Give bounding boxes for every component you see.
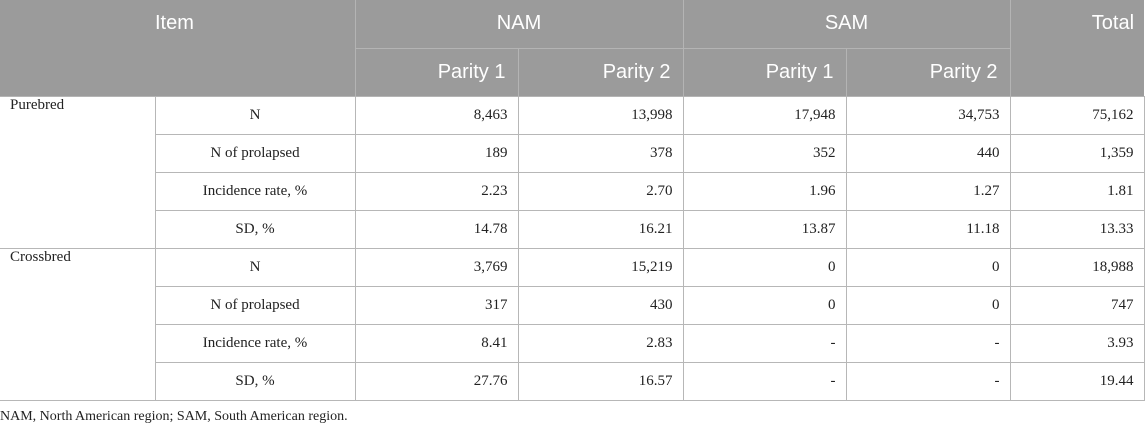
header-nam-parity-1: Parity 1	[354, 48, 518, 97]
group-label-purebred: Purebred	[0, 95, 156, 249]
group-label-crossbred: Crossbred	[0, 247, 156, 401]
header-sam-parity-2: Parity 2	[845, 48, 1011, 97]
cell-sam-parity-1: 17,948	[682, 95, 847, 135]
cell-nam-parity-2: 2.70	[517, 171, 684, 211]
cell-total: 18,988	[1009, 247, 1145, 287]
header-item: Item	[0, 0, 355, 97]
header-sam: SAM	[682, 0, 1011, 49]
cell-total: 1,359	[1009, 133, 1145, 173]
cell-nam-parity-2: 430	[517, 285, 684, 325]
table-row: Crossbred N 3,769 15,219 0 0 18,988	[0, 247, 1145, 401]
cell-nam-parity-1: 317	[354, 285, 519, 325]
cell-nam-parity-1: 189	[354, 133, 519, 173]
cell-sam-parity-2: 0	[845, 247, 1011, 287]
table-row: SD, % 27.76 16.57 - - 19.44	[0, 361, 1145, 401]
cell-sam-parity-2: 1.27	[845, 171, 1011, 211]
cell-total: 1.81	[1009, 171, 1145, 211]
cell-nam-parity-1: 27.76	[354, 361, 519, 401]
cell-nam-parity-2: 378	[517, 133, 684, 173]
cell-sam-parity-1: 0	[682, 247, 847, 287]
cell-sam-parity-1: -	[682, 323, 847, 363]
row-label: SD, %	[154, 209, 356, 249]
prolapse-incidence-table: Item NAM SAM Total Parity 1 Parity 2 Par…	[0, 0, 1145, 401]
cell-nam-parity-2: 16.57	[517, 361, 684, 401]
table-row: Incidence rate, % 2.23 2.70 1.96 1.27 1.…	[0, 171, 1145, 211]
cell-nam-parity-1: 14.78	[354, 209, 519, 249]
table-row: N of prolapsed 317 430 0 0 747	[0, 285, 1145, 325]
table-footnote: NAM, North American region; SAM, South A…	[0, 409, 348, 424]
row-label: N	[154, 95, 356, 135]
row-label: N of prolapsed	[154, 133, 356, 173]
table-row: Purebred N 8,463 13,998 17,948 34,753 75…	[0, 95, 1145, 249]
row-label: N of prolapsed	[154, 285, 356, 325]
cell-nam-parity-2: 13,998	[517, 95, 684, 135]
cell-sam-parity-2: -	[845, 361, 1011, 401]
cell-sam-parity-1: 0	[682, 285, 847, 325]
row-label: Incidence rate, %	[154, 323, 356, 363]
cell-nam-parity-1: 2.23	[354, 171, 519, 211]
cell-sam-parity-2: -	[845, 323, 1011, 363]
table-row: N of prolapsed 189 378 352 440 1,359	[0, 133, 1145, 173]
table-row: SD, % 14.78 16.21 13.87 11.18 13.33	[0, 209, 1145, 249]
cell-sam-parity-2: 440	[845, 133, 1011, 173]
cell-sam-parity-2: 0	[845, 285, 1011, 325]
cell-nam-parity-1: 8,463	[354, 95, 519, 135]
cell-sam-parity-2: 11.18	[845, 209, 1011, 249]
cell-total: 747	[1009, 285, 1145, 325]
row-label: SD, %	[154, 361, 356, 401]
cell-nam-parity-2: 2.83	[517, 323, 684, 363]
cell-nam-parity-2: 16.21	[517, 209, 684, 249]
cell-sam-parity-1: 1.96	[682, 171, 847, 211]
header-sam-parity-1: Parity 1	[682, 48, 847, 97]
header-nam: NAM	[354, 0, 684, 49]
cell-total: 19.44	[1009, 361, 1145, 401]
header-total: Total	[1009, 0, 1145, 97]
header-nam-parity-2: Parity 2	[517, 48, 684, 97]
row-label: N	[154, 247, 356, 287]
cell-sam-parity-1: -	[682, 361, 847, 401]
cell-total: 75,162	[1009, 95, 1145, 135]
row-label: Incidence rate, %	[154, 171, 356, 211]
cell-sam-parity-2: 34,753	[845, 95, 1011, 135]
cell-nam-parity-2: 15,219	[517, 247, 684, 287]
cell-nam-parity-1: 8.41	[354, 323, 519, 363]
cell-total: 3.93	[1009, 323, 1145, 363]
cell-nam-parity-1: 3,769	[354, 247, 519, 287]
cell-total: 13.33	[1009, 209, 1145, 249]
cell-sam-parity-1: 13.87	[682, 209, 847, 249]
cell-sam-parity-1: 352	[682, 133, 847, 173]
table-row: Incidence rate, % 8.41 2.83 - - 3.93	[0, 323, 1145, 363]
